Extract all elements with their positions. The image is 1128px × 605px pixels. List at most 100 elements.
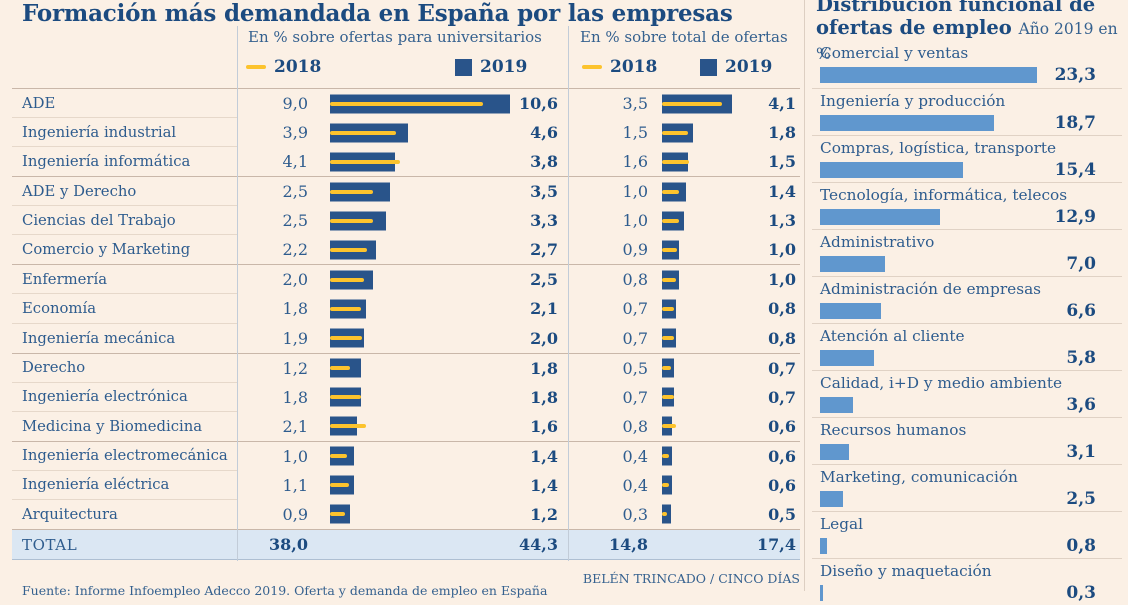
value-2019-universitarios: 2,1 (530, 299, 558, 319)
functional-category: Legal 0,8 (812, 511, 1122, 558)
functional-category-label: Legal (820, 515, 864, 533)
functional-category-label: Diseño y maquetación (820, 562, 992, 580)
bar-cell-universitarios (318, 89, 515, 118)
right-panel-title: Distribución funcional de ofertas de emp… (816, 0, 1126, 66)
table-row: Enfermería 2,0 2,5 0,8 1,0 (12, 265, 800, 295)
legend-2019-label: 2019 (480, 57, 528, 77)
functional-bar (820, 161, 964, 178)
value-2019-universitarios: 2,0 (530, 328, 558, 348)
value-2019-universitarios: 1,2 (530, 504, 558, 524)
bar-cell-universitarios (318, 354, 515, 383)
row-label: Ciencias del Trabajo (12, 206, 237, 236)
functional-category-label: Administración de empresas (820, 280, 1042, 298)
table-row: ADE 9,0 10,6 3,5 4,1 (12, 89, 800, 119)
line-2018-total (662, 424, 676, 429)
page-title: Formación más demandada en España por la… (22, 0, 733, 27)
line-2018-universitarios (330, 395, 361, 400)
line-2018-universitarios (330, 512, 346, 517)
functional-bar (820, 584, 823, 601)
bar-cell-total (652, 294, 737, 323)
functional-distribution-panel: Distribución funcional de ofertas de emp… (812, 0, 1128, 603)
functional-category: Compras, logística, transporte 15,4 (812, 135, 1122, 182)
line-2018-universitarios (330, 424, 366, 429)
bar-cell-universitarios (318, 265, 515, 294)
line-2018-total (662, 512, 668, 517)
functional-category-label: Calidad, i+D y medio ambiente (820, 374, 1063, 392)
value-2019-universitarios: 2,7 (530, 240, 558, 260)
value-2018-total: 0,7 (622, 299, 648, 319)
functional-bar (820, 443, 849, 460)
value-2019-universitarios: 1,8 (530, 387, 558, 407)
functional-category-label: Marketing, comunicación (820, 468, 1018, 486)
row-label: Comercio y Marketing (22, 241, 191, 259)
line-2018-total (662, 159, 690, 164)
value-2018-universitarios: 1,8 (282, 387, 308, 407)
total-2018-total: 14,8 (609, 535, 648, 554)
functional-value: 0,3 (1066, 582, 1096, 603)
value-2019-universitarios: 1,4 (530, 475, 558, 495)
value-2018-total: 1,0 (622, 211, 648, 231)
legend-2019-square-icon (700, 58, 717, 76)
line-2018-universitarios (330, 218, 373, 223)
total-label: TOTAL (22, 535, 78, 554)
line-2018-total (662, 454, 669, 459)
line-2018-total (662, 483, 669, 488)
column-divider-panels (568, 26, 569, 561)
value-2018-universitarios: 1,0 (282, 446, 308, 466)
bar-cell-total (652, 412, 737, 441)
legend-2019-universitarios: 2019 (455, 57, 527, 77)
bar-cell-total (652, 500, 737, 529)
functional-category: Administración de empresas 6,6 (812, 276, 1122, 323)
functional-bar (820, 255, 886, 272)
column-header-universitarios: En % sobre ofertas para universitarios (248, 28, 542, 46)
line-2018-total (662, 336, 674, 341)
table-row: Economía 1,8 2,1 0,7 0,8 (12, 294, 800, 324)
line-2018-universitarios (330, 130, 397, 135)
total-bar-cell-empty (318, 530, 515, 559)
legend-2018-label: 2018 (610, 57, 658, 77)
bar-cell-universitarios (318, 471, 515, 500)
functional-bar (820, 349, 874, 366)
row-label: Medicina y Biomedicina (22, 417, 203, 435)
value-2019-total: 1,0 (768, 270, 796, 290)
bar-cell-universitarios (318, 177, 515, 206)
line-2018-universitarios (330, 277, 364, 282)
row-label: Ingeniería industrial (12, 118, 237, 148)
bar-cell-total (652, 118, 737, 147)
functional-bar-row: 0,8 (820, 536, 1122, 556)
total-bar-cell-empty (652, 530, 737, 559)
value-2019-total: 1,4 (768, 182, 796, 202)
functional-category: Comercial y ventas 23,3 (812, 41, 1122, 88)
table-row: Comercio y Marketing 2,2 2,7 0,9 1,0 (12, 235, 800, 266)
value-2018-universitarios: 1,2 (282, 358, 308, 378)
value-2018-total: 0,5 (622, 358, 648, 378)
functional-value: 3,6 (1066, 394, 1096, 415)
row-label: Ingeniería electromecánica (12, 442, 237, 471)
value-2018-total: 0,8 (622, 270, 648, 290)
value-2019-universitarios: 3,5 (530, 182, 558, 202)
functional-bar-row: 15,4 (820, 160, 1122, 180)
value-2019-total: 0,6 (768, 446, 796, 466)
line-2018-total (662, 130, 688, 135)
functional-bar (820, 114, 994, 131)
functional-category: Tecnología, informática, telecos 12,9 (812, 182, 1122, 229)
column-header-total-ofertas: En % sobre total de ofertas (580, 28, 788, 46)
functional-bar-row: 5,8 (820, 348, 1122, 368)
line-2018-universitarios (330, 454, 347, 459)
bar-cell-total (652, 89, 737, 118)
value-2019-universitarios: 1,8 (530, 358, 558, 378)
functional-value: 18,7 (1054, 112, 1096, 133)
training-demand-table: ADE 9,0 10,6 3,5 4,1 Ingeniería industri… (12, 88, 800, 530)
value-2019-total: 0,8 (768, 328, 796, 348)
row-label: Ingeniería mecánica (22, 329, 176, 347)
table-row: Medicina y Biomedicina 2,1 1,6 0,8 0,6 (12, 412, 800, 442)
table-row: Ciencias del Trabajo 2,5 3,3 1,0 1,3 (12, 206, 800, 236)
right-panel-subtitle: Año 2019 en % (816, 20, 1118, 63)
total-2018-universitarios: 38,0 (269, 535, 308, 554)
bar-cell-total (652, 354, 737, 383)
line-2018-total (662, 306, 674, 311)
table-row: Ingeniería electromecánica 1,0 1,4 0,4 0… (12, 442, 800, 471)
legend-2018-total: 2018 (582, 57, 657, 77)
table-row: Ingeniería eléctrica 1,1 1,4 0,4 0,6 (12, 471, 800, 500)
functional-category-label: Recursos humanos (820, 421, 967, 439)
